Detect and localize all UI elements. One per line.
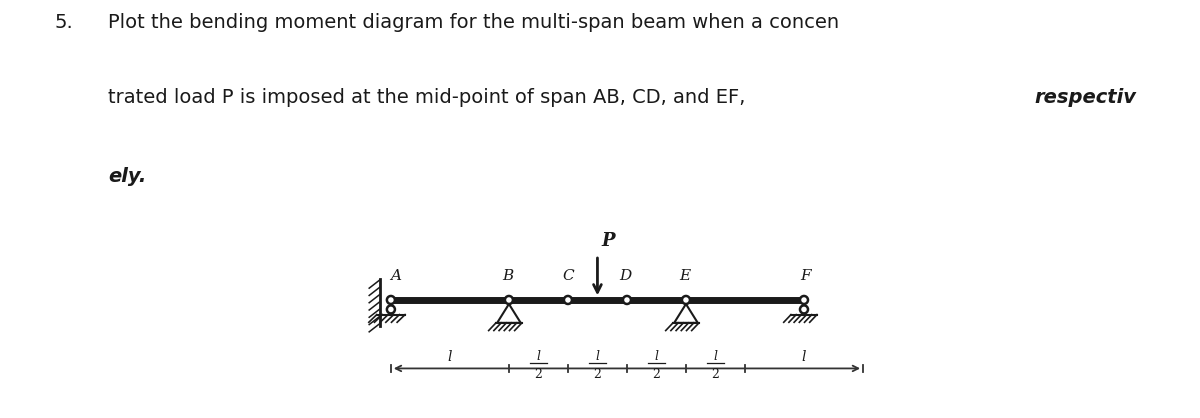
Circle shape: [386, 306, 395, 314]
Text: Plot the bending moment diagram for the multi-span beam when a concen: Plot the bending moment diagram for the …: [108, 13, 839, 31]
Text: l: l: [714, 349, 718, 362]
Circle shape: [623, 296, 631, 304]
Circle shape: [386, 296, 395, 304]
Circle shape: [800, 306, 808, 314]
Text: A: A: [390, 270, 401, 283]
Text: 2: 2: [653, 368, 660, 382]
Text: C: C: [562, 270, 574, 283]
Text: l: l: [802, 350, 806, 364]
Text: ely.: ely.: [108, 167, 146, 186]
Text: respectiv: respectiv: [1034, 88, 1136, 107]
Text: D: D: [619, 270, 632, 283]
Circle shape: [564, 296, 572, 304]
Circle shape: [800, 296, 808, 304]
Text: l: l: [536, 349, 540, 362]
Text: 2: 2: [712, 368, 720, 382]
Text: 2: 2: [534, 368, 542, 382]
Text: P: P: [601, 232, 614, 250]
Text: l: l: [654, 349, 659, 362]
Text: l: l: [595, 349, 600, 362]
Text: l: l: [448, 350, 452, 364]
Circle shape: [505, 296, 512, 304]
Text: B: B: [502, 270, 514, 283]
Text: F: F: [800, 270, 810, 283]
Text: trated load P is imposed at the mid-point of span AB, CD, and EF,: trated load P is imposed at the mid-poin…: [108, 88, 751, 107]
Text: 5.: 5.: [54, 13, 73, 31]
Circle shape: [682, 296, 690, 304]
Text: E: E: [679, 270, 690, 283]
Text: 2: 2: [594, 368, 601, 382]
